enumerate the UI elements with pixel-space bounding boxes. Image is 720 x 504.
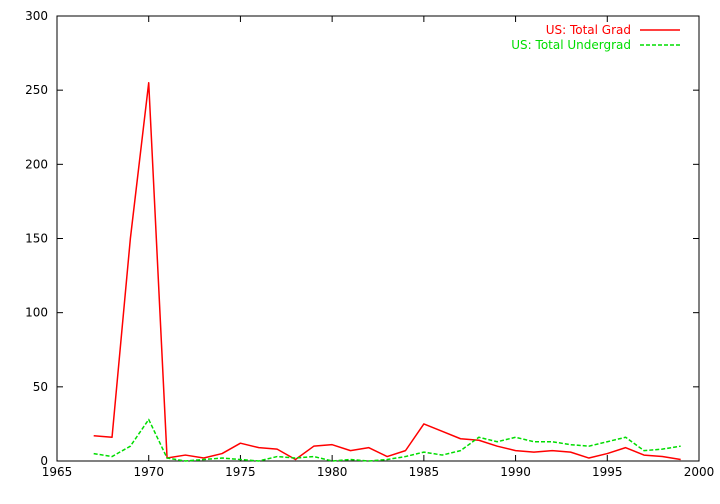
y-tick-label: 150 <box>25 232 48 246</box>
y-tick-label: 0 <box>40 454 48 468</box>
series-line-0 <box>93 82 681 461</box>
x-tick-label: 1995 <box>592 465 623 479</box>
x-tick-label: 1985 <box>409 465 440 479</box>
y-tick-label: 100 <box>25 306 48 320</box>
x-tick-label: 1975 <box>225 465 256 479</box>
series-line-1 <box>93 418 681 462</box>
x-tick-label: 1970 <box>133 465 164 479</box>
y-tick-label: 200 <box>25 157 48 171</box>
y-tick-label: 300 <box>25 9 48 23</box>
x-tick-label: 1980 <box>317 465 348 479</box>
x-tick-label: 1990 <box>500 465 531 479</box>
x-tick-label: 1965 <box>42 465 73 479</box>
y-tick-label: 250 <box>25 83 48 97</box>
plot-frame <box>56 15 700 462</box>
legend-label-1: US: Total Undergrad <box>511 38 631 52</box>
axis-ticks: 1965 1970 1975 1980 1985 1990 1995 2000 0 50 100 15… <box>25 9 714 479</box>
x-tick-label: 2000 <box>684 465 715 479</box>
series-layer <box>93 82 681 462</box>
y-tick-label: 50 <box>33 380 48 394</box>
legend-label-0: US: Total Grad <box>546 23 631 37</box>
